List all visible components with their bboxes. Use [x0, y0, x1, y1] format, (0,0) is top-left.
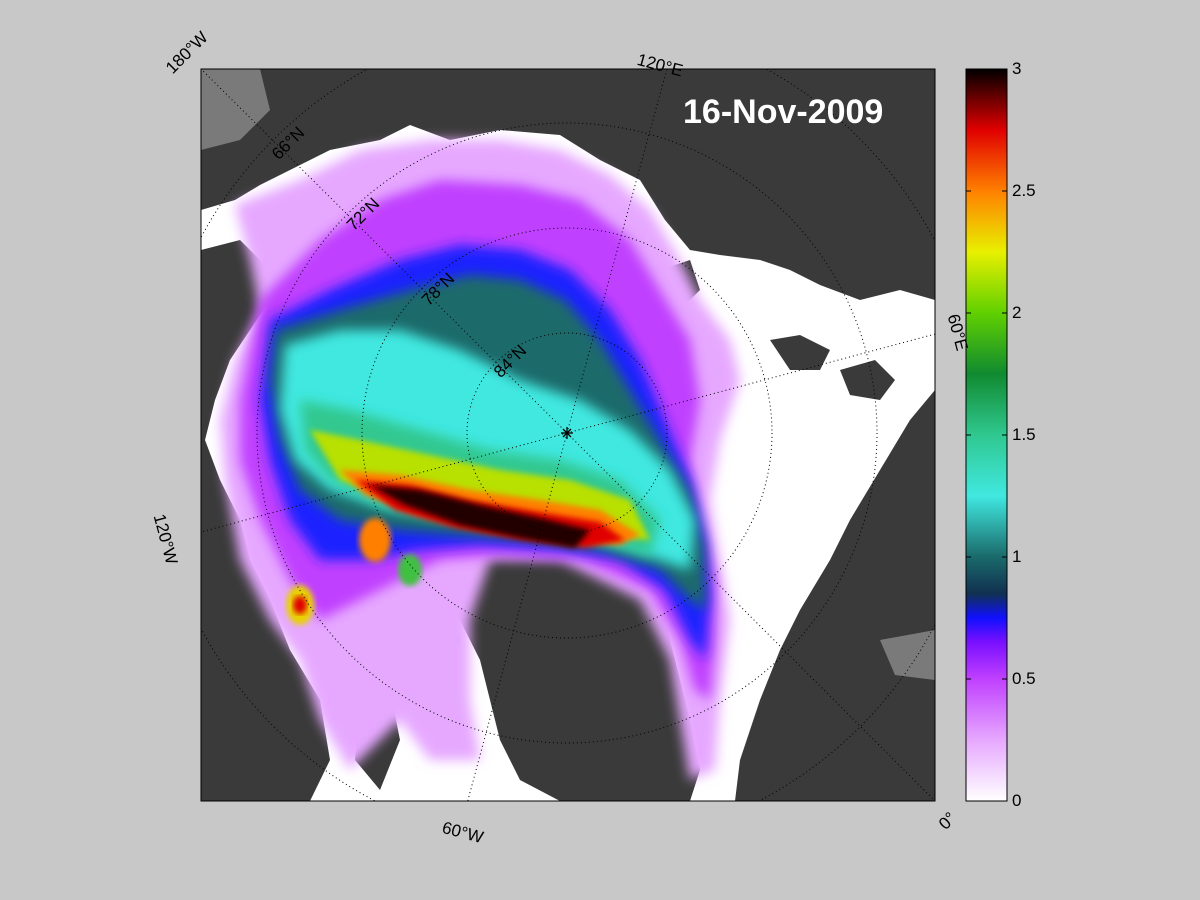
latitude-circle-84	[466, 332, 668, 534]
colorbar-label-1: 1	[1012, 547, 1022, 566]
colorbar-label-0-5: 0.5	[1012, 669, 1036, 688]
meridian-120e	[566, 69, 668, 434]
colorbar-label-3: 3	[1012, 59, 1022, 78]
latitude-circle-78	[361, 227, 773, 639]
date-label: 16-Nov-2009	[683, 93, 884, 131]
north-pole-marker	[561, 427, 573, 439]
graticule	[201, 69, 935, 801]
colorbar-label-0: 0	[1012, 791, 1022, 810]
land-siberia	[201, 69, 935, 300]
land-svalbard	[770, 335, 830, 370]
colorbar-label-2-5: 2.5	[1012, 181, 1036, 200]
colorbar-ticks	[966, 68, 1007, 802]
land-scandinavia	[735, 390, 935, 801]
ice-layer-thickest	[370, 485, 590, 548]
colorbar-label-1-5: 1.5	[1012, 425, 1036, 444]
sea-ice-thickness	[220, 140, 740, 780]
land-alaska-canada	[201, 240, 330, 801]
ice-shelf	[201, 69, 935, 680]
colorbar-label-2: 2	[1012, 303, 1022, 322]
latitude-circle-72	[256, 122, 878, 744]
colorbar	[965, 68, 1008, 802]
map-frame	[200, 68, 936, 802]
